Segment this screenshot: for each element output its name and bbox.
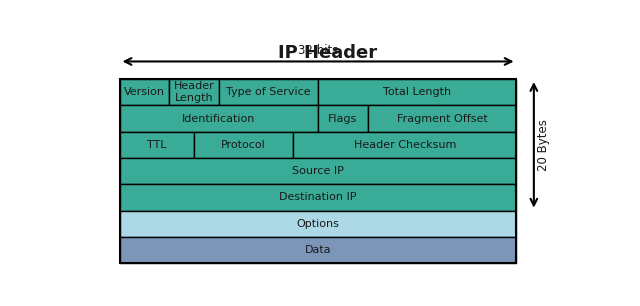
Text: Source IP: Source IP (292, 166, 344, 176)
Bar (318, 79, 516, 105)
Bar (219, 79, 318, 105)
Text: Protocol: Protocol (221, 140, 266, 150)
Bar (169, 79, 219, 105)
Bar (120, 211, 516, 237)
Text: Data: Data (305, 245, 332, 255)
Text: Fragment Offset: Fragment Offset (397, 114, 488, 124)
Text: Options: Options (297, 219, 339, 229)
Bar (367, 105, 516, 132)
Bar (293, 132, 516, 158)
Bar (194, 132, 293, 158)
Bar (120, 105, 318, 132)
Bar (120, 184, 516, 211)
Text: Header Checksum: Header Checksum (354, 140, 456, 150)
Text: Identification: Identification (182, 114, 255, 124)
Bar (120, 237, 516, 263)
Bar (318, 105, 368, 132)
Text: Type of Service: Type of Service (226, 87, 311, 97)
Text: TTL: TTL (147, 140, 166, 150)
Text: IP Header: IP Header (278, 44, 378, 62)
Text: Flags: Flags (328, 114, 358, 124)
Text: Header
Length: Header Length (173, 81, 214, 103)
Text: Version: Version (124, 87, 165, 97)
Text: Destination IP: Destination IP (279, 192, 357, 202)
Text: Total Length: Total Length (383, 87, 451, 97)
Bar (120, 79, 516, 263)
Text: 20 Bytes: 20 Bytes (537, 119, 550, 171)
Bar (120, 158, 516, 184)
Bar (120, 79, 169, 105)
Bar (120, 132, 194, 158)
Text: 32 bits: 32 bits (298, 44, 339, 57)
